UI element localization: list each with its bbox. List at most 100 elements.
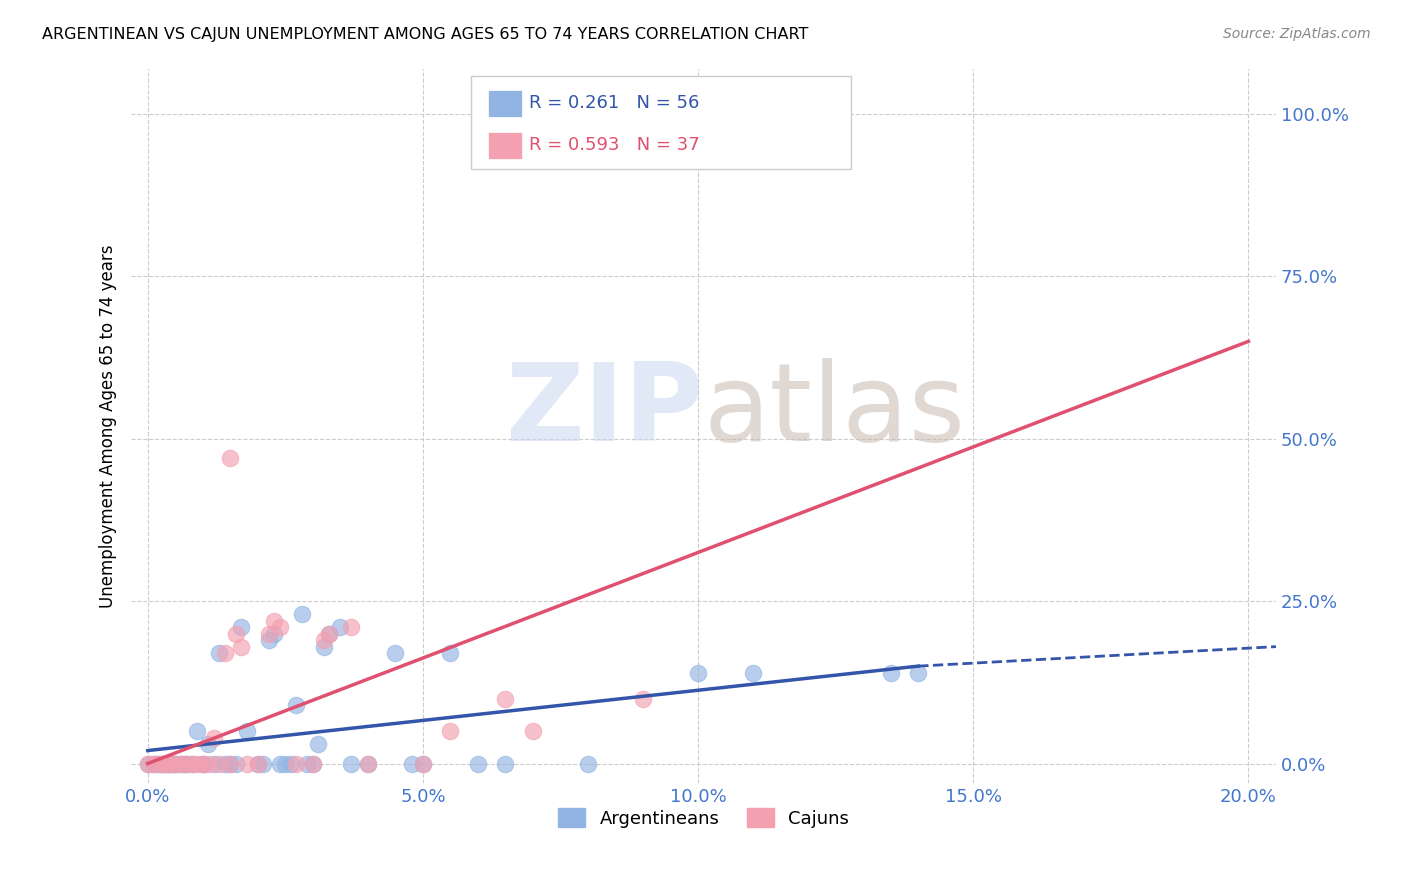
- Point: [142, 756, 165, 771]
- Point: [357, 756, 380, 771]
- Point: [142, 756, 165, 771]
- Point: [180, 756, 202, 771]
- Legend: Argentineans, Cajuns: Argentineans, Cajuns: [551, 801, 856, 835]
- Point: [495, 756, 517, 771]
- Point: [208, 756, 231, 771]
- Point: [269, 756, 291, 771]
- Point: [165, 756, 187, 771]
- Point: [246, 756, 269, 771]
- Point: [170, 756, 193, 771]
- Point: [225, 626, 247, 640]
- Point: [246, 756, 269, 771]
- Point: [257, 626, 280, 640]
- Point: [522, 724, 544, 739]
- Point: [880, 665, 903, 680]
- Text: R = 0.261   N = 56: R = 0.261 N = 56: [529, 95, 699, 112]
- Point: [357, 756, 380, 771]
- Point: [236, 756, 259, 771]
- Point: [156, 756, 179, 771]
- Point: [307, 737, 329, 751]
- Point: [197, 756, 219, 771]
- Point: [439, 646, 461, 660]
- Point: [162, 756, 184, 771]
- Point: [174, 756, 197, 771]
- Point: [148, 756, 170, 771]
- Point: [191, 756, 214, 771]
- Point: [401, 756, 423, 771]
- Point: [173, 756, 195, 771]
- Point: [202, 756, 225, 771]
- Point: [202, 731, 225, 745]
- Point: [285, 698, 308, 712]
- Point: [285, 756, 308, 771]
- Point: [495, 691, 517, 706]
- Point: [208, 646, 231, 660]
- Point: [231, 620, 253, 634]
- Point: [263, 614, 285, 628]
- Point: [280, 756, 302, 771]
- Point: [312, 633, 335, 648]
- Point: [412, 756, 434, 771]
- Point: [550, 107, 572, 121]
- Point: [269, 620, 291, 634]
- Point: [412, 756, 434, 771]
- Point: [688, 665, 710, 680]
- Point: [174, 756, 197, 771]
- Point: [340, 756, 363, 771]
- Point: [576, 756, 599, 771]
- Point: [153, 756, 176, 771]
- Point: [136, 756, 159, 771]
- Point: [191, 756, 214, 771]
- Point: [214, 646, 236, 660]
- Text: R = 0.593   N = 37: R = 0.593 N = 37: [529, 136, 699, 154]
- Point: [180, 756, 202, 771]
- Point: [165, 756, 187, 771]
- Point: [257, 633, 280, 648]
- Point: [159, 756, 181, 771]
- Point: [297, 756, 319, 771]
- Point: [165, 756, 187, 771]
- Point: [159, 756, 181, 771]
- Point: [312, 640, 335, 654]
- Point: [318, 626, 340, 640]
- Point: [136, 756, 159, 771]
- Point: [302, 756, 325, 771]
- Point: [191, 756, 214, 771]
- Point: [219, 451, 242, 466]
- Point: [214, 756, 236, 771]
- Point: [340, 620, 363, 634]
- Point: [186, 756, 208, 771]
- Point: [156, 756, 179, 771]
- Point: [150, 756, 173, 771]
- Point: [170, 756, 193, 771]
- Point: [236, 724, 259, 739]
- Point: [302, 756, 325, 771]
- Text: ARGENTINEAN VS CAJUN UNEMPLOYMENT AMONG AGES 65 TO 74 YEARS CORRELATION CHART: ARGENTINEAN VS CAJUN UNEMPLOYMENT AMONG …: [42, 27, 808, 42]
- Point: [231, 640, 253, 654]
- Point: [318, 626, 340, 640]
- Point: [631, 691, 654, 706]
- Point: [274, 756, 297, 771]
- Point: [225, 756, 247, 771]
- Point: [550, 120, 572, 134]
- Point: [197, 737, 219, 751]
- Point: [219, 756, 242, 771]
- Point: [742, 665, 765, 680]
- Y-axis label: Unemployment Among Ages 65 to 74 years: Unemployment Among Ages 65 to 74 years: [100, 244, 117, 607]
- Point: [329, 620, 352, 634]
- Point: [384, 646, 406, 660]
- Point: [186, 724, 208, 739]
- Point: [153, 756, 176, 771]
- Point: [263, 626, 285, 640]
- Point: [907, 665, 929, 680]
- Text: Source: ZipAtlas.com: Source: ZipAtlas.com: [1223, 27, 1371, 41]
- Text: atlas: atlas: [703, 359, 966, 465]
- Point: [148, 756, 170, 771]
- Point: [252, 756, 274, 771]
- Point: [467, 756, 489, 771]
- Point: [145, 756, 167, 771]
- Point: [439, 724, 461, 739]
- Point: [291, 607, 314, 622]
- Text: ZIP: ZIP: [505, 359, 703, 465]
- Point: [219, 756, 242, 771]
